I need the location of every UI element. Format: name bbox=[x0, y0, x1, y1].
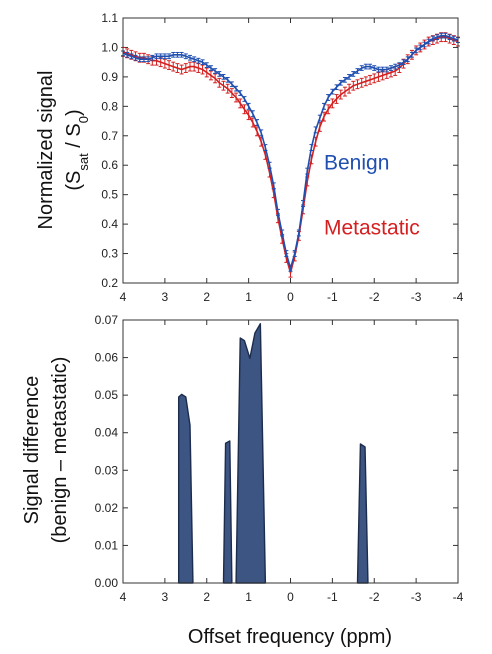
bottom-ylabel-line2: (benign – metastatic) bbox=[49, 357, 71, 544]
top-ytick-label: 0.5 bbox=[101, 188, 118, 202]
legend-label-benign: Benign bbox=[324, 152, 389, 175]
legend-label-metastatic: Metastatic bbox=[324, 216, 420, 239]
bottom-ytick-label: 0.01 bbox=[95, 538, 119, 552]
bottom-xtick-label: 1 bbox=[245, 590, 252, 604]
top-ytick-label: 0.8 bbox=[101, 99, 118, 113]
difference-region-3 bbox=[235, 323, 267, 584]
series-benign bbox=[121, 32, 460, 272]
bottom-xtick-label: 3 bbox=[162, 590, 169, 604]
series-metastatic bbox=[121, 32, 460, 278]
top-ylabel-line2: (Ssat / S0) bbox=[63, 109, 91, 190]
metastatic-error-bars bbox=[121, 32, 460, 278]
metastatic-line bbox=[122, 36, 459, 276]
top-ytick-label: 0.3 bbox=[101, 247, 118, 261]
difference-region-2 bbox=[222, 440, 233, 584]
bottom-ytick-label: 0.02 bbox=[95, 501, 119, 515]
top-ytick-label: 0.7 bbox=[101, 129, 118, 143]
top-xtick-label: 1 bbox=[245, 290, 252, 304]
top-xtick-label: -3 bbox=[411, 290, 422, 304]
top-xtick-label: -1 bbox=[327, 290, 338, 304]
top-ytick-label: 0.2 bbox=[101, 276, 118, 290]
top-annotations: Benign Metastatic bbox=[324, 152, 420, 240]
bottom-xtick-label: -3 bbox=[411, 590, 422, 604]
top-xtick-label: 0 bbox=[287, 290, 294, 304]
top-xtick-label: 3 bbox=[162, 290, 169, 304]
bottom-plot-frame bbox=[122, 319, 459, 584]
bottom-xtick-label: 0 bbox=[287, 590, 294, 604]
top-series bbox=[121, 32, 460, 278]
bottom-ylabel-line1: Signal difference bbox=[21, 376, 43, 525]
top-ytick-label: 0.9 bbox=[101, 70, 118, 84]
bottom-ytick-label: 0.00 bbox=[95, 576, 119, 590]
bottom-xtick-label: -4 bbox=[453, 590, 464, 604]
bottom-ytick-label: 0.06 bbox=[95, 351, 119, 365]
bottom-areas bbox=[177, 323, 369, 584]
bottom-ytick-label: 0.03 bbox=[95, 463, 119, 477]
top-xtick-label: -2 bbox=[369, 290, 380, 304]
top-ytick-label: 0.6 bbox=[101, 158, 118, 172]
bottom-ticks: 4 3 2 1 0 -1 -2 -3 -4 0.00 0.01 0.02 0.03 0.04 0.05 0.0… bbox=[95, 313, 464, 604]
bottom-xtick-label: -2 bbox=[369, 590, 380, 604]
top-ytick-label: 1.1 bbox=[101, 11, 118, 25]
difference-region-4 bbox=[356, 443, 369, 584]
bottom-ytick-label: 0.05 bbox=[95, 388, 119, 402]
top-ytick-label: 0.4 bbox=[101, 217, 118, 231]
bottom-xtick-label: -1 bbox=[327, 590, 338, 604]
bottom-ytick-label: 0.04 bbox=[95, 426, 119, 440]
top-ylabel-line1: Normalized signal bbox=[35, 71, 57, 230]
bottom-xtick-label: 2 bbox=[203, 590, 210, 604]
bottom-chart: Signal difference (benign – metastatic) … bbox=[21, 313, 464, 648]
top-xtick-label: -4 bbox=[453, 290, 464, 304]
top-ytick-label: 1.0 bbox=[101, 40, 118, 54]
benign-line bbox=[122, 34, 459, 272]
difference-region-1 bbox=[177, 393, 194, 584]
bottom-xlabel: Offset frequency (ppm) bbox=[188, 626, 392, 648]
bottom-ytick-label: 0.07 bbox=[95, 313, 119, 327]
top-chart: Normalized signal (Ssat / S0) 4 3 2 1 0 -1 -2 -… bbox=[35, 11, 464, 304]
top-xtick-label: 4 bbox=[120, 290, 127, 304]
top-xtick-label: 2 bbox=[203, 290, 210, 304]
bottom-xtick-label: 4 bbox=[120, 590, 127, 604]
top-plot-frame bbox=[122, 17, 459, 284]
